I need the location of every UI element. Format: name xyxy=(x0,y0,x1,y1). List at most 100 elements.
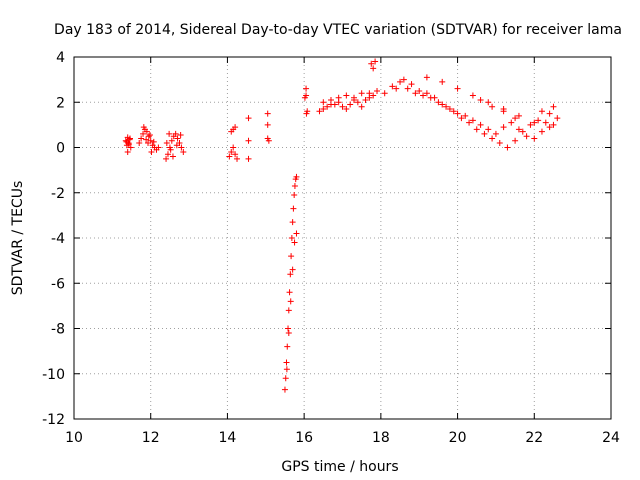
data-point xyxy=(485,126,492,133)
data-point xyxy=(347,101,354,108)
data-point xyxy=(123,138,130,145)
data-point xyxy=(320,106,327,113)
data-point xyxy=(343,92,350,99)
data-point xyxy=(485,99,492,106)
data-point xyxy=(173,142,180,149)
data-point xyxy=(163,139,170,146)
data-point xyxy=(282,375,289,382)
data-point xyxy=(397,78,404,85)
data-point xyxy=(146,132,153,139)
data-point xyxy=(466,119,473,126)
data-point xyxy=(228,149,235,156)
data-point xyxy=(289,219,296,226)
data-point xyxy=(535,117,542,124)
x-tick-label: 24 xyxy=(602,430,620,446)
data-point xyxy=(462,112,469,119)
data-point xyxy=(354,99,361,106)
data-point xyxy=(287,271,294,278)
data-point xyxy=(404,85,411,92)
x-tick-label: 22 xyxy=(525,430,543,446)
data-point xyxy=(288,253,295,260)
grid xyxy=(74,57,611,419)
data-point xyxy=(515,126,522,133)
data-point xyxy=(283,359,290,366)
data-point xyxy=(136,139,143,146)
data-point xyxy=(423,74,430,81)
data-point xyxy=(226,153,233,160)
data-point xyxy=(439,78,446,85)
x-tick-label: 18 xyxy=(372,430,390,446)
y-tick-label: -10 xyxy=(42,367,65,383)
y-tick-label: -4 xyxy=(51,231,65,247)
data-point xyxy=(423,90,430,97)
data-point xyxy=(515,112,522,119)
x-axis-label: GPS time / hours xyxy=(281,459,398,475)
data-point xyxy=(335,99,342,106)
data-point xyxy=(245,115,252,122)
data-point xyxy=(178,144,185,151)
chart-title: Day 183 of 2014, Sidereal Day-to-day VTE… xyxy=(54,22,622,38)
data-point xyxy=(454,110,461,117)
data-point xyxy=(291,192,298,199)
data-point xyxy=(320,99,327,106)
data-point xyxy=(366,94,373,101)
data-point xyxy=(290,205,297,212)
data-point xyxy=(124,149,131,156)
data-point xyxy=(245,155,252,162)
data-point xyxy=(512,137,519,144)
data-point xyxy=(500,124,507,131)
data-point xyxy=(245,137,252,144)
data-point xyxy=(358,90,365,97)
data-point xyxy=(174,135,181,142)
data-point xyxy=(145,139,152,146)
x-tick-label: 12 xyxy=(142,430,160,446)
data-point xyxy=(140,130,147,137)
y-axis-label: SDTVAR / TECUs xyxy=(10,181,26,296)
data-point xyxy=(339,103,346,110)
data-point xyxy=(412,90,419,97)
data-point xyxy=(523,133,530,140)
data-point xyxy=(400,76,407,83)
data-point xyxy=(230,144,237,151)
y-tick-label: -2 xyxy=(51,186,65,202)
data-point xyxy=(416,87,423,94)
data-point xyxy=(420,92,427,99)
y-tick-label: 2 xyxy=(56,95,65,111)
y-tick-label: 4 xyxy=(56,50,65,66)
data-point xyxy=(287,298,294,305)
data-point xyxy=(140,124,147,131)
data-point xyxy=(368,60,375,67)
data-point xyxy=(481,130,488,137)
y-tick-label: 0 xyxy=(56,141,65,157)
data-point xyxy=(288,235,295,241)
data-point xyxy=(283,366,290,373)
data-point xyxy=(351,96,358,103)
data-point xyxy=(177,132,184,139)
data-point xyxy=(145,133,152,140)
data-point xyxy=(492,130,499,137)
data-point xyxy=(150,138,157,145)
x-tick-label: 16 xyxy=(295,430,313,446)
data-point xyxy=(508,119,515,126)
data-point xyxy=(370,92,377,99)
data-points xyxy=(122,58,561,393)
data-point xyxy=(232,151,239,158)
data-point xyxy=(550,121,557,128)
data-point xyxy=(489,103,496,110)
data-point xyxy=(431,94,438,101)
y-tick-label: -12 xyxy=(42,412,65,428)
data-point xyxy=(408,81,415,88)
data-point xyxy=(264,121,271,128)
data-point xyxy=(512,115,519,122)
data-point xyxy=(264,110,271,117)
data-point xyxy=(172,130,179,137)
data-point xyxy=(446,106,453,113)
data-point xyxy=(169,153,176,160)
data-point xyxy=(546,124,553,131)
data-point xyxy=(450,108,457,115)
data-point xyxy=(542,119,549,126)
data-point xyxy=(143,136,150,143)
x-tick-label: 20 xyxy=(449,430,467,446)
data-point xyxy=(374,87,381,94)
data-point xyxy=(291,239,298,246)
